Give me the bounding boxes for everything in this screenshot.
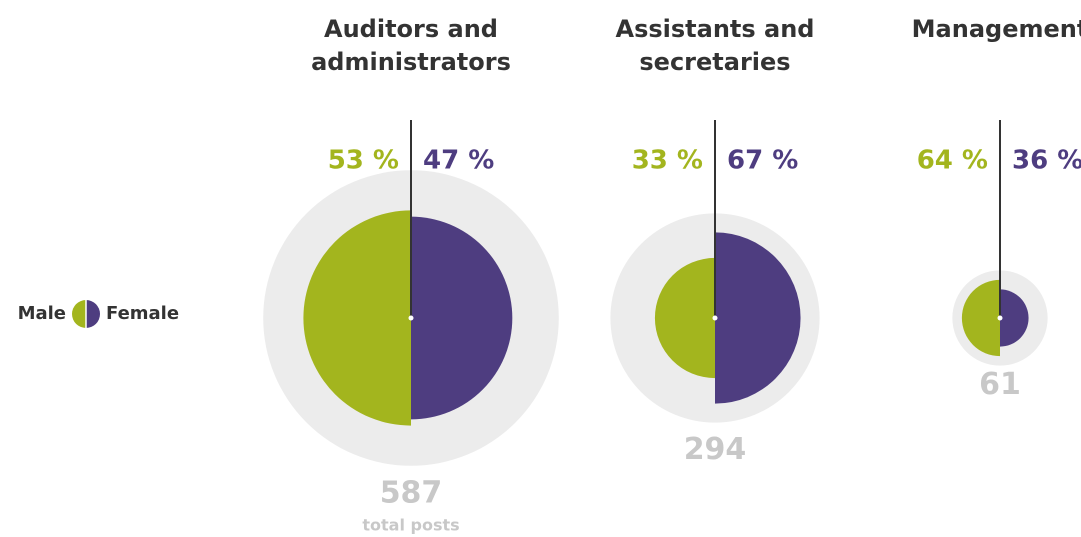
female-pct: 47 % bbox=[423, 146, 494, 176]
total-value: 587 bbox=[380, 475, 443, 510]
total-value: 61 bbox=[979, 367, 1021, 402]
male-pct: 53 % bbox=[328, 146, 399, 176]
legend-female: Female bbox=[106, 303, 179, 324]
group-title: Management bbox=[912, 15, 1081, 43]
legend-male-icon bbox=[72, 300, 86, 328]
group-title: secretaries bbox=[639, 48, 790, 76]
male-pct: 64 % bbox=[917, 146, 988, 176]
female-half bbox=[411, 216, 513, 420]
female-half bbox=[715, 232, 801, 404]
group-title: administrators bbox=[311, 48, 511, 76]
legend-female-icon bbox=[86, 300, 100, 328]
center-dot bbox=[997, 315, 1003, 321]
male-pct: 33 % bbox=[632, 146, 703, 176]
male-half bbox=[961, 279, 1000, 357]
female-pct: 67 % bbox=[727, 146, 798, 176]
total-value: 294 bbox=[684, 432, 747, 467]
group-title: Assistants and bbox=[616, 15, 815, 43]
group-title: Auditors and bbox=[324, 15, 498, 43]
legend-male: Male bbox=[18, 303, 66, 324]
total-caption: total posts bbox=[362, 515, 459, 534]
center-dot bbox=[712, 315, 718, 321]
female-half bbox=[1000, 289, 1029, 347]
center-dot bbox=[408, 315, 414, 321]
female-pct: 36 % bbox=[1012, 146, 1081, 176]
male-half bbox=[303, 210, 411, 426]
male-half bbox=[654, 257, 715, 379]
